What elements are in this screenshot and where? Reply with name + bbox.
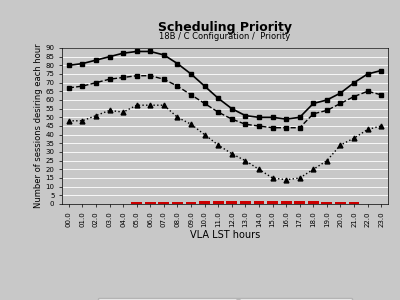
Bar [349,202,360,204]
Text: 18B / C Configuration /  Priority: 18B / C Configuration / Priority [159,32,291,41]
Bar [281,200,292,204]
Bar [267,200,278,204]
Bar [240,200,251,204]
Title: Scheduling Priority: Scheduling Priority [158,21,292,34]
Bar [131,202,142,204]
Bar [186,202,196,204]
Bar [145,202,156,204]
Bar [158,202,169,204]
Bar [308,200,319,204]
Bar [294,200,305,204]
Bar [199,200,210,204]
Bar [322,202,332,204]
Bar [172,202,183,204]
Bar [226,200,237,204]
Y-axis label: Number of sessions desiring each hour: Number of sessions desiring each hour [34,44,42,208]
Legend: A (HF), A, B (HF), B, C (HF), C, N (HF), N, Availability, Availability (K), Avai: A (HF), A, B (HF), B, C (HF), C, N (HF),… [98,298,352,300]
Bar [335,202,346,204]
Bar [254,200,264,204]
X-axis label: VLA LST hours: VLA LST hours [190,230,260,240]
Bar [213,200,224,204]
